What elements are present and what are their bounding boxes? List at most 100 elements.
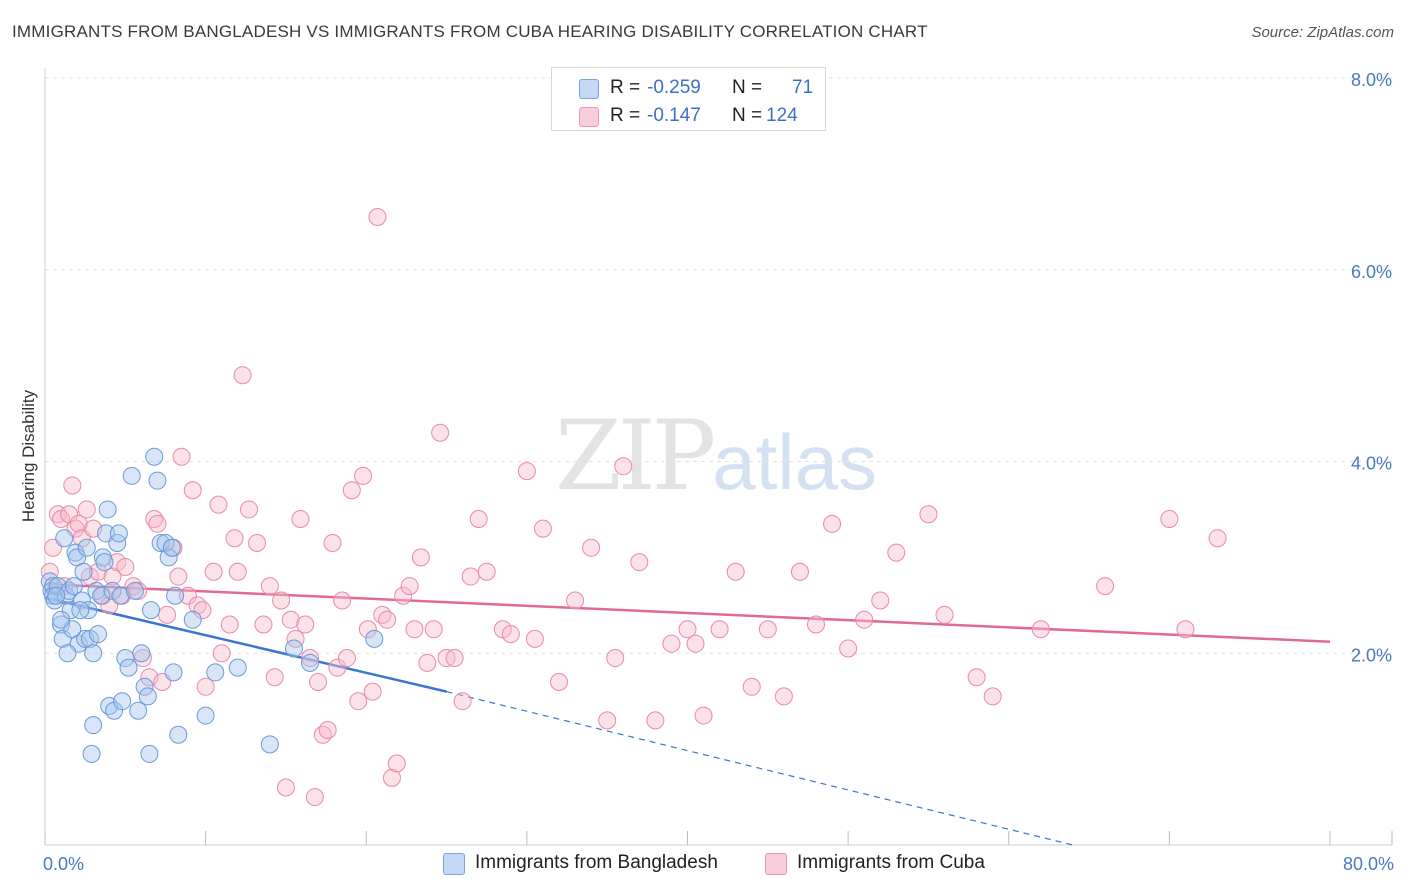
legend-row-cuba: R = -0.147 N = 124: [552, 101, 825, 131]
point-cuba: [582, 538, 601, 557]
point-bangladesh: [92, 586, 111, 605]
point-cuba: [646, 711, 665, 730]
point-cuba: [305, 788, 324, 807]
point-cuba: [662, 634, 681, 653]
point-cuba: [145, 510, 164, 529]
point-cuba: [424, 620, 443, 639]
point-cuba: [742, 677, 761, 696]
point-cuba: [400, 577, 419, 596]
point-bangladesh: [84, 644, 103, 663]
point-cuba: [566, 591, 585, 610]
point-cuba: [318, 720, 337, 739]
point-cuba: [354, 466, 373, 485]
point-cuba: [935, 605, 954, 624]
point-cuba: [758, 620, 777, 639]
point-cuba: [183, 481, 202, 500]
point-bangladesh: [58, 644, 77, 663]
grid-lines: [45, 77, 1392, 654]
point-cuba: [1208, 529, 1227, 548]
point-bangladesh: [47, 586, 66, 605]
point-cuba: [209, 495, 228, 514]
point-cuba: [188, 596, 207, 615]
point-bangladesh: [164, 663, 183, 682]
point-cuba: [405, 620, 424, 639]
point-bangladesh: [95, 553, 114, 572]
watermark-atlas: atlas: [712, 418, 877, 506]
point-cuba: [418, 653, 437, 672]
point-cuba: [337, 649, 356, 668]
point-bangladesh: [129, 701, 148, 720]
point-cuba: [212, 644, 231, 663]
legend-n-value: 124: [766, 105, 798, 126]
point-cuba: [469, 510, 488, 529]
point-bangladesh: [71, 601, 90, 620]
point-cuba: [281, 610, 300, 629]
legend-n-value: 71: [792, 77, 814, 98]
point-cuba: [204, 562, 223, 581]
y-tick-label: 6.0%: [1351, 262, 1392, 282]
point-cuba: [301, 649, 320, 668]
point-cuba: [328, 658, 347, 677]
point-cuba: [461, 567, 480, 586]
point-cuba: [272, 591, 291, 610]
point-cuba: [239, 500, 258, 519]
point-cuba: [286, 629, 305, 648]
point-cuba: [40, 562, 59, 581]
point-cuba: [342, 481, 361, 500]
point-cuba: [276, 778, 295, 797]
point-cuba: [89, 562, 108, 581]
point-bangladesh: [87, 581, 106, 600]
x-tick-label: 0.0%: [43, 854, 84, 874]
series-label-bangladesh: Immigrants from Bangladesh: [475, 852, 718, 873]
point-cuba: [228, 562, 247, 581]
point-bangladesh: [151, 533, 170, 552]
legend-swatch-cuba: [579, 107, 599, 127]
point-cuba: [69, 514, 88, 533]
point-cuba: [517, 462, 536, 481]
point-bangladesh: [135, 677, 154, 696]
point-cuba: [774, 687, 793, 706]
point-cuba: [614, 457, 633, 476]
point-cuba: [678, 620, 697, 639]
legend-r-value: -0.147: [647, 105, 701, 126]
point-cuba: [368, 208, 387, 227]
point-cuba: [550, 673, 568, 692]
y-tick-label: 8.0%: [1351, 70, 1392, 90]
point-bangladesh: [196, 706, 215, 725]
trend-line-bangladesh-extrapolated: [446, 691, 1074, 846]
point-cuba: [373, 605, 392, 624]
point-cuba: [431, 423, 450, 442]
y-axis-label: Hearing Disability: [19, 389, 38, 522]
point-cuba: [855, 610, 874, 629]
point-cuba: [598, 711, 617, 730]
point-cuba: [790, 562, 809, 581]
point-bangladesh: [228, 658, 247, 677]
point-cuba: [686, 634, 705, 653]
point-bangladesh: [301, 653, 320, 672]
x-tick-label: 80.0%: [1343, 854, 1394, 874]
point-bangladesh: [111, 586, 130, 605]
point-bangladesh: [145, 447, 164, 466]
point-cuba: [501, 625, 520, 644]
point-cuba: [220, 615, 239, 634]
point-cuba: [967, 668, 986, 687]
point-bangladesh: [142, 601, 161, 620]
point-bangladesh: [109, 524, 128, 543]
point-cuba: [193, 601, 212, 620]
point-bangladesh: [64, 577, 83, 596]
point-cuba: [233, 366, 252, 385]
point-cuba: [823, 514, 842, 533]
point-cuba: [1031, 620, 1050, 639]
legend-r-value: -0.259: [647, 77, 701, 98]
point-cuba: [63, 476, 82, 495]
point-cuba: [254, 615, 273, 634]
point-bangladesh: [125, 581, 144, 600]
point-cuba: [196, 677, 215, 696]
point-bangladesh: [284, 639, 303, 658]
point-cuba: [358, 620, 377, 639]
legend-r-label: R =: [610, 105, 641, 126]
point-bangladesh: [138, 687, 157, 706]
point-bangladesh: [140, 744, 159, 763]
point-bangladesh: [132, 644, 151, 663]
point-cuba: [296, 615, 315, 634]
